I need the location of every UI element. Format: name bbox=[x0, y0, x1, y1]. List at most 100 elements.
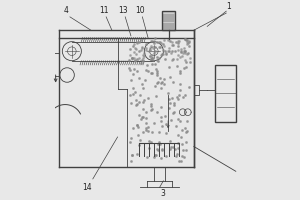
Point bbox=[133, 59, 137, 62]
Point bbox=[154, 148, 159, 151]
Point bbox=[164, 131, 169, 134]
Point bbox=[169, 40, 174, 43]
Point bbox=[131, 67, 136, 70]
Point bbox=[185, 52, 190, 55]
Text: 11: 11 bbox=[100, 6, 109, 15]
Point bbox=[157, 130, 161, 133]
Point bbox=[139, 82, 144, 85]
Point bbox=[149, 57, 154, 60]
Point bbox=[184, 120, 189, 123]
Point bbox=[128, 137, 133, 140]
Point bbox=[141, 57, 146, 60]
Point bbox=[172, 147, 177, 150]
Point bbox=[178, 159, 183, 162]
Point bbox=[176, 142, 180, 145]
Point bbox=[171, 43, 176, 46]
Point bbox=[166, 49, 171, 53]
Point bbox=[144, 155, 149, 158]
Point bbox=[182, 155, 187, 159]
Point bbox=[127, 67, 131, 70]
Point bbox=[181, 51, 186, 55]
Point bbox=[154, 81, 159, 84]
Point bbox=[186, 85, 191, 89]
Point bbox=[128, 93, 133, 97]
Point bbox=[160, 52, 164, 56]
Point bbox=[167, 75, 172, 78]
Point bbox=[183, 59, 188, 62]
Text: 10: 10 bbox=[136, 6, 145, 15]
Point bbox=[141, 86, 146, 89]
Point bbox=[131, 72, 136, 75]
Point bbox=[129, 101, 134, 104]
Point bbox=[134, 40, 139, 43]
Point bbox=[170, 80, 175, 83]
Point bbox=[182, 51, 187, 54]
Point bbox=[136, 57, 141, 60]
Point bbox=[159, 147, 164, 151]
Point bbox=[146, 69, 150, 73]
Point bbox=[168, 147, 172, 150]
Point bbox=[139, 115, 144, 119]
Point bbox=[158, 81, 163, 84]
Point bbox=[153, 68, 158, 71]
Point bbox=[177, 69, 182, 72]
Point bbox=[184, 148, 189, 151]
Bar bbox=[215, 65, 236, 122]
Point bbox=[182, 67, 187, 70]
Point bbox=[182, 38, 187, 41]
Point bbox=[140, 59, 144, 62]
Point bbox=[144, 46, 148, 50]
Point bbox=[162, 39, 167, 42]
Point bbox=[174, 153, 179, 156]
Point bbox=[179, 49, 184, 53]
Point bbox=[154, 58, 159, 61]
Point bbox=[146, 130, 150, 133]
Point bbox=[150, 54, 154, 57]
Point bbox=[167, 98, 172, 101]
Point bbox=[144, 68, 148, 72]
Point bbox=[137, 143, 142, 147]
Point bbox=[130, 57, 135, 60]
Point bbox=[156, 140, 161, 144]
Point bbox=[152, 41, 157, 44]
Point bbox=[159, 80, 164, 84]
Point bbox=[184, 39, 188, 42]
Point bbox=[178, 88, 182, 91]
Point bbox=[143, 126, 148, 129]
Point bbox=[153, 153, 158, 156]
Point bbox=[136, 134, 140, 137]
Point bbox=[171, 112, 176, 115]
Point bbox=[129, 56, 134, 59]
Point bbox=[135, 69, 140, 72]
Point bbox=[130, 92, 135, 96]
Point bbox=[158, 116, 163, 119]
Point bbox=[187, 57, 192, 60]
Bar bbox=[162, 11, 175, 30]
Point bbox=[130, 56, 134, 60]
Point bbox=[142, 51, 147, 54]
Point bbox=[183, 66, 188, 69]
Point bbox=[140, 53, 145, 57]
Point bbox=[155, 59, 160, 62]
Point bbox=[177, 93, 182, 97]
Point bbox=[164, 52, 168, 55]
Point bbox=[149, 58, 154, 61]
Point bbox=[176, 53, 180, 56]
Point bbox=[131, 44, 136, 47]
Point bbox=[132, 91, 137, 94]
Point bbox=[158, 53, 163, 57]
Point bbox=[183, 60, 188, 63]
Point bbox=[150, 108, 155, 111]
Point bbox=[168, 102, 172, 105]
Point bbox=[141, 115, 146, 119]
Point bbox=[165, 91, 170, 94]
Point bbox=[146, 97, 151, 100]
Point bbox=[135, 123, 140, 126]
Point bbox=[148, 102, 153, 105]
Point bbox=[183, 37, 188, 41]
Point bbox=[143, 121, 148, 124]
Point bbox=[177, 55, 182, 59]
Point bbox=[142, 54, 147, 58]
Point bbox=[184, 40, 189, 43]
Point bbox=[129, 154, 134, 157]
